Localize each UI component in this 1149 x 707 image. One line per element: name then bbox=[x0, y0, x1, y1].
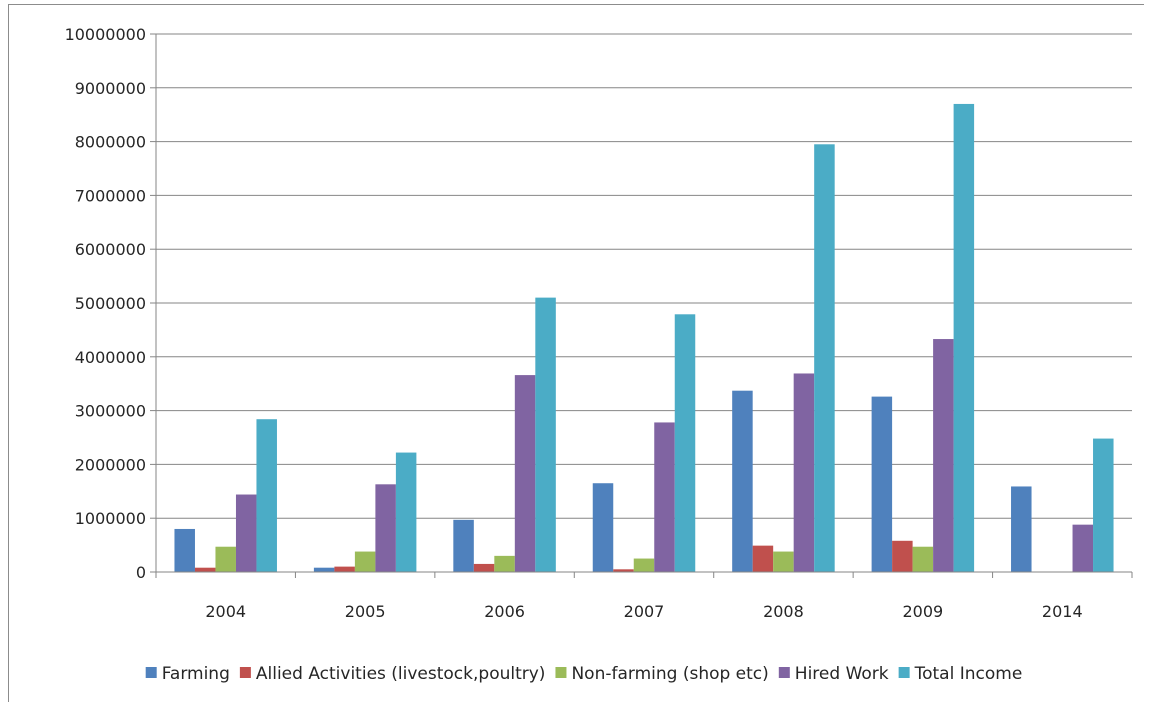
legend: Farming Allied Activities (livestock,poul… bbox=[145, 664, 1023, 684]
legend-label: Farming bbox=[162, 664, 230, 684]
bar-2007-s0 bbox=[592, 483, 614, 572]
x-tick-label: 2007 bbox=[624, 602, 665, 621]
x-axis-ticks: 2004 2005 2006 2007 2008 2009 2014 bbox=[155, 572, 1133, 621]
legend-swatch bbox=[555, 667, 567, 678]
legend-item-2: Non-farming (shop etc) bbox=[555, 664, 769, 684]
bar-2008-s4 bbox=[814, 144, 835, 573]
axes bbox=[155, 34, 1132, 573]
y-tick-label: 4000000 bbox=[75, 348, 146, 367]
bar-2007-s3 bbox=[654, 422, 675, 572]
bar-2008-s3 bbox=[793, 373, 815, 572]
legend-label: Total Income bbox=[914, 664, 1023, 684]
bar-2005-s4 bbox=[395, 452, 417, 572]
y-tick-label: 9000000 bbox=[75, 79, 146, 98]
bar-2007-s1 bbox=[613, 569, 634, 572]
bar-2009-s2 bbox=[912, 546, 934, 572]
legend-swatch bbox=[778, 667, 790, 678]
bar-2006-s2 bbox=[494, 555, 515, 572]
bar-2006-s0 bbox=[453, 519, 474, 572]
legend-label: Allied Activities (livestock,poultry) bbox=[256, 664, 546, 684]
bar-2004-s4 bbox=[256, 419, 277, 572]
legend-swatch bbox=[145, 667, 157, 678]
bar-2005-s2 bbox=[354, 551, 376, 572]
gridlines bbox=[156, 33, 1132, 519]
bar-2009-s1 bbox=[892, 540, 913, 572]
legend-item-4: Total Income bbox=[898, 664, 1023, 684]
legend-item-3: Hired Work bbox=[778, 664, 889, 684]
x-tick-label: 2008 bbox=[763, 602, 804, 621]
bar-2005-s1 bbox=[334, 566, 355, 572]
bar-2009-s3 bbox=[933, 339, 954, 572]
bar-2005-s3 bbox=[375, 484, 396, 572]
bar-2005-s0 bbox=[313, 567, 335, 572]
legend-item-0: Farming bbox=[145, 664, 230, 684]
bar-2008-s2 bbox=[773, 551, 794, 572]
y-axis-ticks: 0 1000000 2000000 3000000 4000000 5000000 6000… bbox=[65, 25, 156, 582]
y-tick-label: 6000000 bbox=[75, 240, 146, 259]
y-tick-label: 1000000 bbox=[75, 509, 146, 528]
x-tick-label: 2005 bbox=[345, 602, 386, 621]
bar-2014-s0 bbox=[1011, 486, 1032, 572]
bar-2007-s2 bbox=[633, 558, 655, 572]
bar-2009-s4 bbox=[953, 103, 975, 572]
x-tick-label: 2004 bbox=[205, 602, 246, 621]
chart-frame bbox=[8, 4, 1144, 702]
legend-label: Non-farming (shop etc) bbox=[571, 664, 768, 684]
bar-2014-s4 bbox=[1093, 438, 1114, 572]
bars bbox=[174, 103, 1114, 573]
bar-2004-s2 bbox=[215, 546, 236, 572]
bar-2006-s3 bbox=[514, 375, 536, 572]
y-tick-label: 3000000 bbox=[75, 402, 146, 421]
y-tick-label: 7000000 bbox=[75, 186, 146, 205]
y-tick-label: 2000000 bbox=[75, 455, 146, 474]
bar-2008-s1 bbox=[752, 545, 774, 572]
bar-2008-s0 bbox=[732, 390, 753, 572]
bar-2006-s4 bbox=[535, 297, 556, 572]
bar-2007-s4 bbox=[674, 314, 696, 572]
y-tick-label: 0 bbox=[136, 563, 146, 582]
x-tick-label: 2009 bbox=[902, 602, 943, 621]
bar-2006-s1 bbox=[473, 563, 495, 572]
bar-2009-s0 bbox=[871, 396, 893, 572]
bar-2004-s3 bbox=[235, 494, 257, 572]
bar-2004-s1 bbox=[194, 567, 216, 572]
bar-2014-s3 bbox=[1072, 524, 1094, 572]
y-tick-label: 8000000 bbox=[75, 133, 146, 152]
x-tick-label: 2006 bbox=[484, 602, 525, 621]
y-tick-label: 10000000 bbox=[65, 25, 146, 44]
y-tick-label: 5000000 bbox=[75, 294, 146, 313]
bar-2004-s0 bbox=[174, 528, 195, 572]
legend-swatch bbox=[898, 667, 910, 678]
legend-item-1: Allied Activities (livestock,poultry) bbox=[239, 664, 546, 684]
legend-swatch bbox=[239, 667, 251, 678]
x-tick-label: 2014 bbox=[1042, 602, 1083, 621]
legend-label: Hired Work bbox=[795, 664, 889, 684]
